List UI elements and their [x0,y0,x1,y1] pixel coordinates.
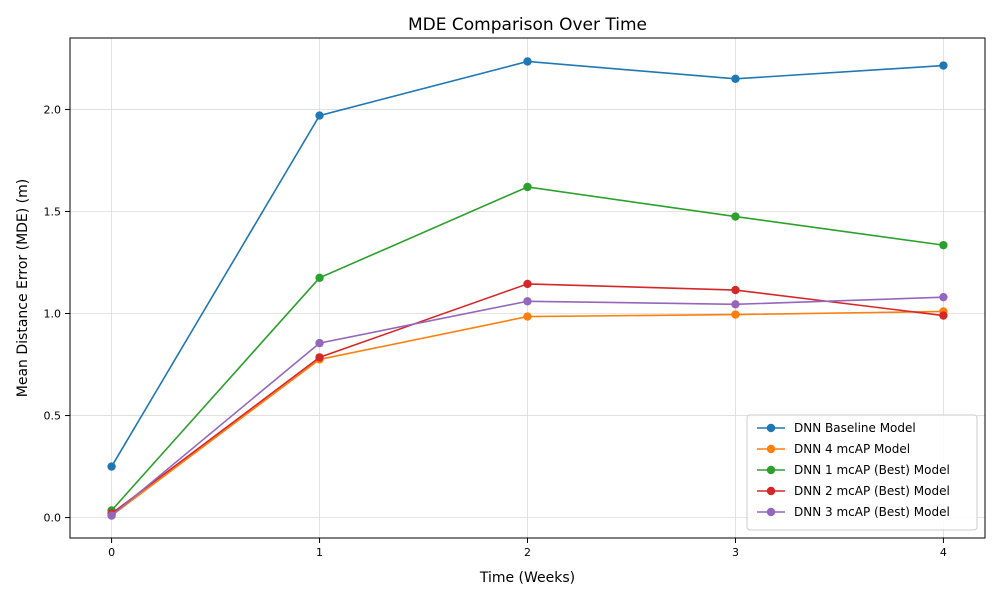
legend-label: DNN 3 mcAP (Best) Model [794,505,950,519]
y-tick-label: 0.0 [44,512,62,525]
legend: DNN Baseline Model DNN 4 mcAP Model DNN 1 … [746,414,978,531]
series-4 [107,279,948,518]
legend-label: DNN 1 mcAP (Best) Model [794,463,950,477]
data-point [107,511,116,520]
legend-label: DNN 4 mcAP Model [794,442,910,456]
data-point [939,240,948,250]
data-point [315,353,324,362]
series-lines [107,57,948,520]
legend-item: DNN 2 mcAP (Best) Model [757,484,950,498]
legend-swatch-marker [766,465,776,475]
data-point [523,279,532,289]
data-point [731,74,740,84]
legend-swatch-marker [766,444,776,454]
legend-item: DNN 1 mcAP (Best) Model [757,463,950,477]
series-3 [107,182,948,515]
y-tick-label: 1.0 [44,308,62,321]
legend-swatch-marker [766,486,776,496]
data-point [731,212,740,221]
x-tick-label: 1 [316,546,323,559]
data-point [731,285,740,295]
y-tick-label: 0.5 [44,410,62,423]
data-point [939,61,948,70]
y-axis-label: Mean Distance Error (MDE) (m) [15,179,31,397]
y-tick-label: 1.5 [44,205,62,218]
series-1 [107,57,948,471]
data-point [731,310,740,319]
data-point [523,57,532,66]
legend-item: DNN 3 mcAP (Best) Model [757,505,950,519]
legend-swatch-marker [766,423,776,433]
legend-label: DNN Baseline Model [794,421,916,435]
legend-swatch-marker [766,507,776,517]
data-point [315,111,324,120]
y-tick-label: 2.0 [44,103,62,116]
legend-item: DNN 4 mcAP Model [757,442,910,456]
x-tick-label: 2 [524,546,531,559]
x-tick-label: 3 [732,546,739,559]
x-tick-label: 0 [108,546,115,559]
grid-lines [70,38,985,538]
data-point [731,300,740,309]
legend-label: DNN 2 mcAP (Best) Model [794,484,950,498]
data-point [523,312,532,321]
data-point [939,292,948,302]
data-point [939,311,948,320]
data-point [107,462,116,471]
x-axis-label: Time (Weeks) [479,570,575,586]
legend-item: DNN Baseline Model [757,421,916,435]
data-point [523,182,532,192]
legend-box [746,414,978,531]
axis-ticks: 0 1 2 3 4 0.0 0.5 1.0 1.5 2.0 [44,103,947,559]
data-point [523,297,532,306]
x-tick-label: 4 [940,546,947,559]
series-5 [107,292,948,520]
data-point [315,273,324,282]
chart-title: MDE Comparison Over Time [408,15,647,35]
data-point [315,338,324,348]
